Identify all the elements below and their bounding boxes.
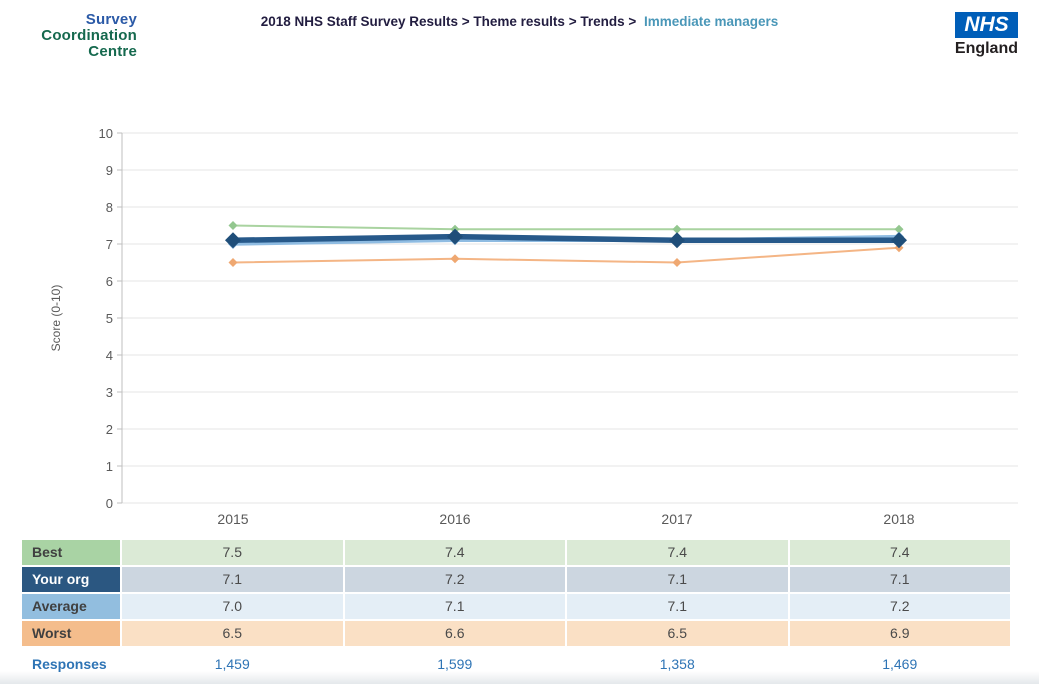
y-tick-label: 2 [106,422,113,437]
breadcrumb: 2018 NHS Staff Survey Results > Theme re… [0,14,1039,29]
responses-cell-2018: 1,469 [882,656,918,672]
value-cell-2018: 7.1 [789,567,1010,592]
breadcrumb-current: Immediate managers [644,14,779,29]
table-row-best: Best 7.5 7.4 7.4 7.4 [22,540,1010,565]
series-marker-your-org [447,228,463,245]
series-line-average [231,234,901,246]
value-cell-2017: 7.1 [567,567,788,592]
row-label: Best [22,540,120,565]
nhs-england-logo: NHS England [955,12,1018,58]
value-cell-2017: 7.4 [567,540,788,565]
page-bottom-edge [0,671,1039,684]
logo-line-survey: Survey [85,11,137,28]
series-marker-best [672,224,682,234]
responses-cell-2016: 1,599 [437,656,473,672]
x-axis-label: 2016 [439,511,470,527]
series-marker-worst [672,258,682,267]
series-marker-your-org [669,232,685,249]
value-cell-2018: 6.9 [789,621,1010,646]
value-cell-2016: 7.2 [344,567,565,592]
responses-cell-2015: 1,459 [214,656,250,672]
nhs-logo-box: NHS [955,12,1018,38]
value-cell-2017: 7.1 [567,594,788,619]
series-line-your-org [230,233,902,244]
value-cell-2018: 7.2 [789,594,1010,619]
series-line-worst [232,246,900,264]
series-marker-worst [228,258,238,267]
value-cell-2015: 6.5 [122,621,343,646]
table-row-average: Average 7.0 7.1 7.1 7.2 [22,594,1010,619]
logo-line-centre: Centre [88,43,137,60]
responses-cell-2017: 1,358 [659,656,695,672]
series-marker-best [894,224,904,234]
series-line-best [232,224,900,231]
row-label: Worst [22,621,120,646]
breadcrumb-path: 2018 NHS Staff Survey Results > Theme re… [260,14,637,29]
x-axis-label: 2017 [661,511,692,527]
table-row-your-org: Your org 7.1 7.2 7.1 7.1 [22,567,1010,592]
table-row-responses: Responses 1,459 1,599 1,358 1,469 [22,652,1010,677]
y-tick-label: 9 [106,163,113,178]
value-cell-2017: 6.5 [567,621,788,646]
series-marker-average [672,235,682,246]
series-marker-average [228,239,238,249]
series-marker-average [450,235,460,246]
survey-coordination-centre-logo: Survey Coordination Centre [25,12,137,60]
series-marker-worst [894,243,904,253]
value-cell-2015: 7.0 [122,594,343,619]
value-cell-2015: 7.1 [122,567,343,592]
y-tick-label: 1 [106,459,113,474]
y-axis-title: Score (0-10) [49,285,63,352]
value-cell-2016: 6.6 [344,621,565,646]
table-row-worst: Worst 6.5 6.6 6.5 6.9 [22,621,1010,646]
series-marker-your-org [891,232,907,249]
y-tick-label: 4 [106,348,113,363]
nhs-logo-text: England [954,40,1018,57]
value-cell-2016: 7.4 [344,540,565,565]
series-marker-your-org [225,232,241,249]
x-axis-label: 2015 [217,511,248,527]
row-label: Your org [22,567,120,592]
y-tick-label: 5 [106,311,113,326]
value-cell-2016: 7.1 [344,594,565,619]
value-cell-2015: 7.5 [122,540,343,565]
x-axis-label: 2018 [883,511,914,527]
series-marker-best [228,221,238,230]
series-marker-worst [450,254,460,264]
y-tick-label: 0 [106,496,113,511]
value-cell-2018: 7.4 [789,540,1010,565]
y-tick-label: 6 [106,274,113,289]
logo-line-coordination: Coordination [41,27,137,44]
y-tick-label: 8 [106,200,113,215]
y-tick-label: 10 [99,126,113,141]
series-marker-best [450,224,460,234]
trend-data-table: Best 7.5 7.4 7.4 7.4 Your org 7.1 7.2 7.1 7.1 Aver… [22,540,1010,679]
series-marker-average [894,231,904,242]
row-label: Average [22,594,120,619]
row-label: Responses [32,656,107,672]
y-tick-label: 3 [106,385,113,400]
y-tick-label: 7 [106,237,113,252]
